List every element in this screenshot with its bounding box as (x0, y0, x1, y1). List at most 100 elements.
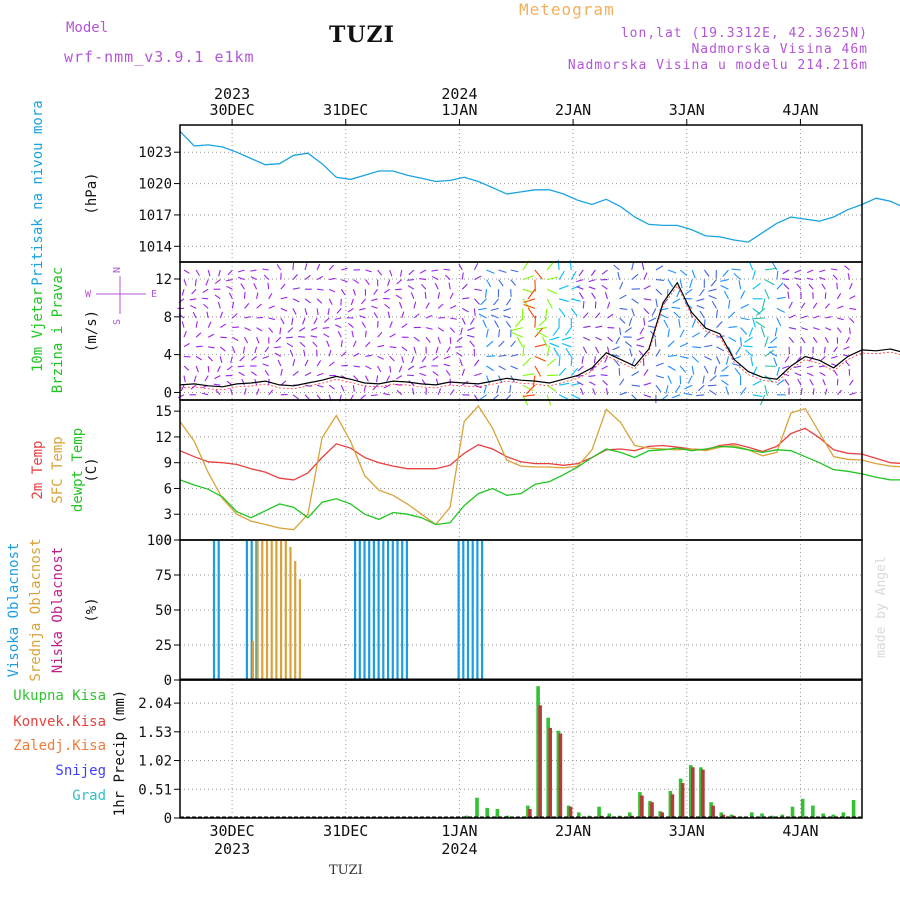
ylabel-precip: 1hr Precip (mm) (112, 690, 128, 816)
wind-barb (755, 321, 766, 329)
wind-barb (467, 327, 475, 331)
wind-barb (201, 392, 209, 396)
wind-barb (484, 289, 488, 298)
wind-barb (522, 384, 534, 392)
bar-konvek-kisa (711, 805, 715, 818)
wind-barb (750, 356, 754, 367)
wind-barb (449, 305, 457, 309)
wind-barb (232, 313, 238, 319)
wind-barb (833, 369, 838, 376)
wind-barb (515, 317, 524, 328)
wind-barb (672, 298, 681, 304)
bar-ukupna-kisa (556, 730, 561, 818)
wind-barb (256, 316, 264, 319)
bar-konvek-kisa (538, 705, 542, 818)
wind-barb (643, 285, 651, 290)
wind-barb (691, 269, 696, 279)
wind-barb (631, 298, 639, 304)
wind-barb (377, 355, 384, 360)
wind-barb (522, 357, 532, 367)
wind-barb (244, 302, 250, 309)
wind-barb (576, 279, 584, 283)
wind-gust-line (179, 285, 900, 391)
wind-barb (522, 298, 530, 309)
wind-barb (711, 300, 717, 309)
wind-barb (396, 279, 403, 285)
wind-barb (413, 313, 420, 319)
wind-barb (776, 317, 782, 327)
wind-barb (328, 384, 335, 390)
wind-barb (448, 282, 451, 290)
wind-barb (316, 298, 323, 304)
wind-barb (523, 298, 536, 304)
wind-barb (425, 327, 433, 330)
wind-barb (232, 336, 239, 342)
wind-barb (286, 342, 294, 348)
wind-barb (316, 275, 324, 281)
wind-barb (824, 336, 829, 344)
wind-barb (183, 375, 186, 383)
ylabel-cloud-mid: Srednja Oblacnost (28, 538, 44, 681)
wind-barb (469, 340, 475, 348)
wind-barb (735, 346, 742, 355)
wind-barb (830, 268, 838, 271)
wind-barb (341, 364, 348, 367)
wind-barb (313, 317, 318, 325)
wind-barb (806, 372, 814, 377)
bar-visoka-oblacnost (354, 540, 357, 680)
wind-barb (800, 315, 808, 319)
wind-barb (733, 272, 741, 281)
wind-barb (473, 359, 480, 367)
wind-barb (225, 279, 233, 282)
wind-barb (782, 269, 790, 275)
wind-barb (340, 340, 343, 347)
wind-barb (849, 392, 856, 396)
wind-barb (602, 379, 608, 386)
wind-barb (250, 269, 257, 272)
wind-barb (239, 356, 245, 362)
wind-barb (219, 311, 224, 319)
wind-barb (761, 298, 766, 310)
page-title: TUZI (329, 22, 395, 48)
wind-barb (831, 355, 838, 359)
wind-barb (431, 269, 439, 272)
wind-barb (671, 394, 681, 399)
wind-barb (837, 317, 844, 321)
wind-barb (419, 277, 427, 281)
wind-barb (561, 342, 572, 348)
wind-barb (715, 309, 718, 319)
wind-barb (304, 308, 308, 316)
wind-barb (655, 279, 665, 282)
wind-barb (659, 313, 669, 319)
wind-barb (292, 298, 300, 303)
wind-barb (298, 327, 306, 332)
wind-barb (443, 268, 451, 271)
bar-ukupna-kisa (709, 802, 713, 818)
wind-barb (716, 335, 725, 338)
bar-konvek-kisa (650, 802, 654, 818)
wind-barb (401, 356, 405, 364)
wind-barb (285, 336, 293, 339)
bar-visoka-oblacnost (466, 540, 470, 680)
wind-barb (651, 308, 657, 317)
wind-barb (594, 312, 601, 319)
wind-barb (806, 269, 814, 274)
wind-barb (360, 394, 366, 400)
wind-barb (613, 264, 620, 271)
bar-konvek-kisa (528, 809, 532, 818)
bar-srednja-oblacnost (294, 561, 297, 680)
wind-barb (383, 288, 391, 294)
wind-barb (794, 269, 802, 274)
wind-barb (582, 312, 589, 319)
wind-barb (534, 365, 542, 377)
bar-visoka-oblacnost (212, 540, 216, 680)
wind-barb (768, 346, 777, 349)
wind-barb (279, 327, 282, 335)
wind-barb (583, 336, 591, 341)
wind-barb (256, 303, 262, 309)
bottom-date-label: 31DEC (323, 822, 368, 840)
wind-barb (461, 272, 464, 280)
wind-barb (486, 269, 495, 274)
y-tick-label: 0.51 (138, 782, 172, 798)
wind-barb (232, 326, 240, 329)
